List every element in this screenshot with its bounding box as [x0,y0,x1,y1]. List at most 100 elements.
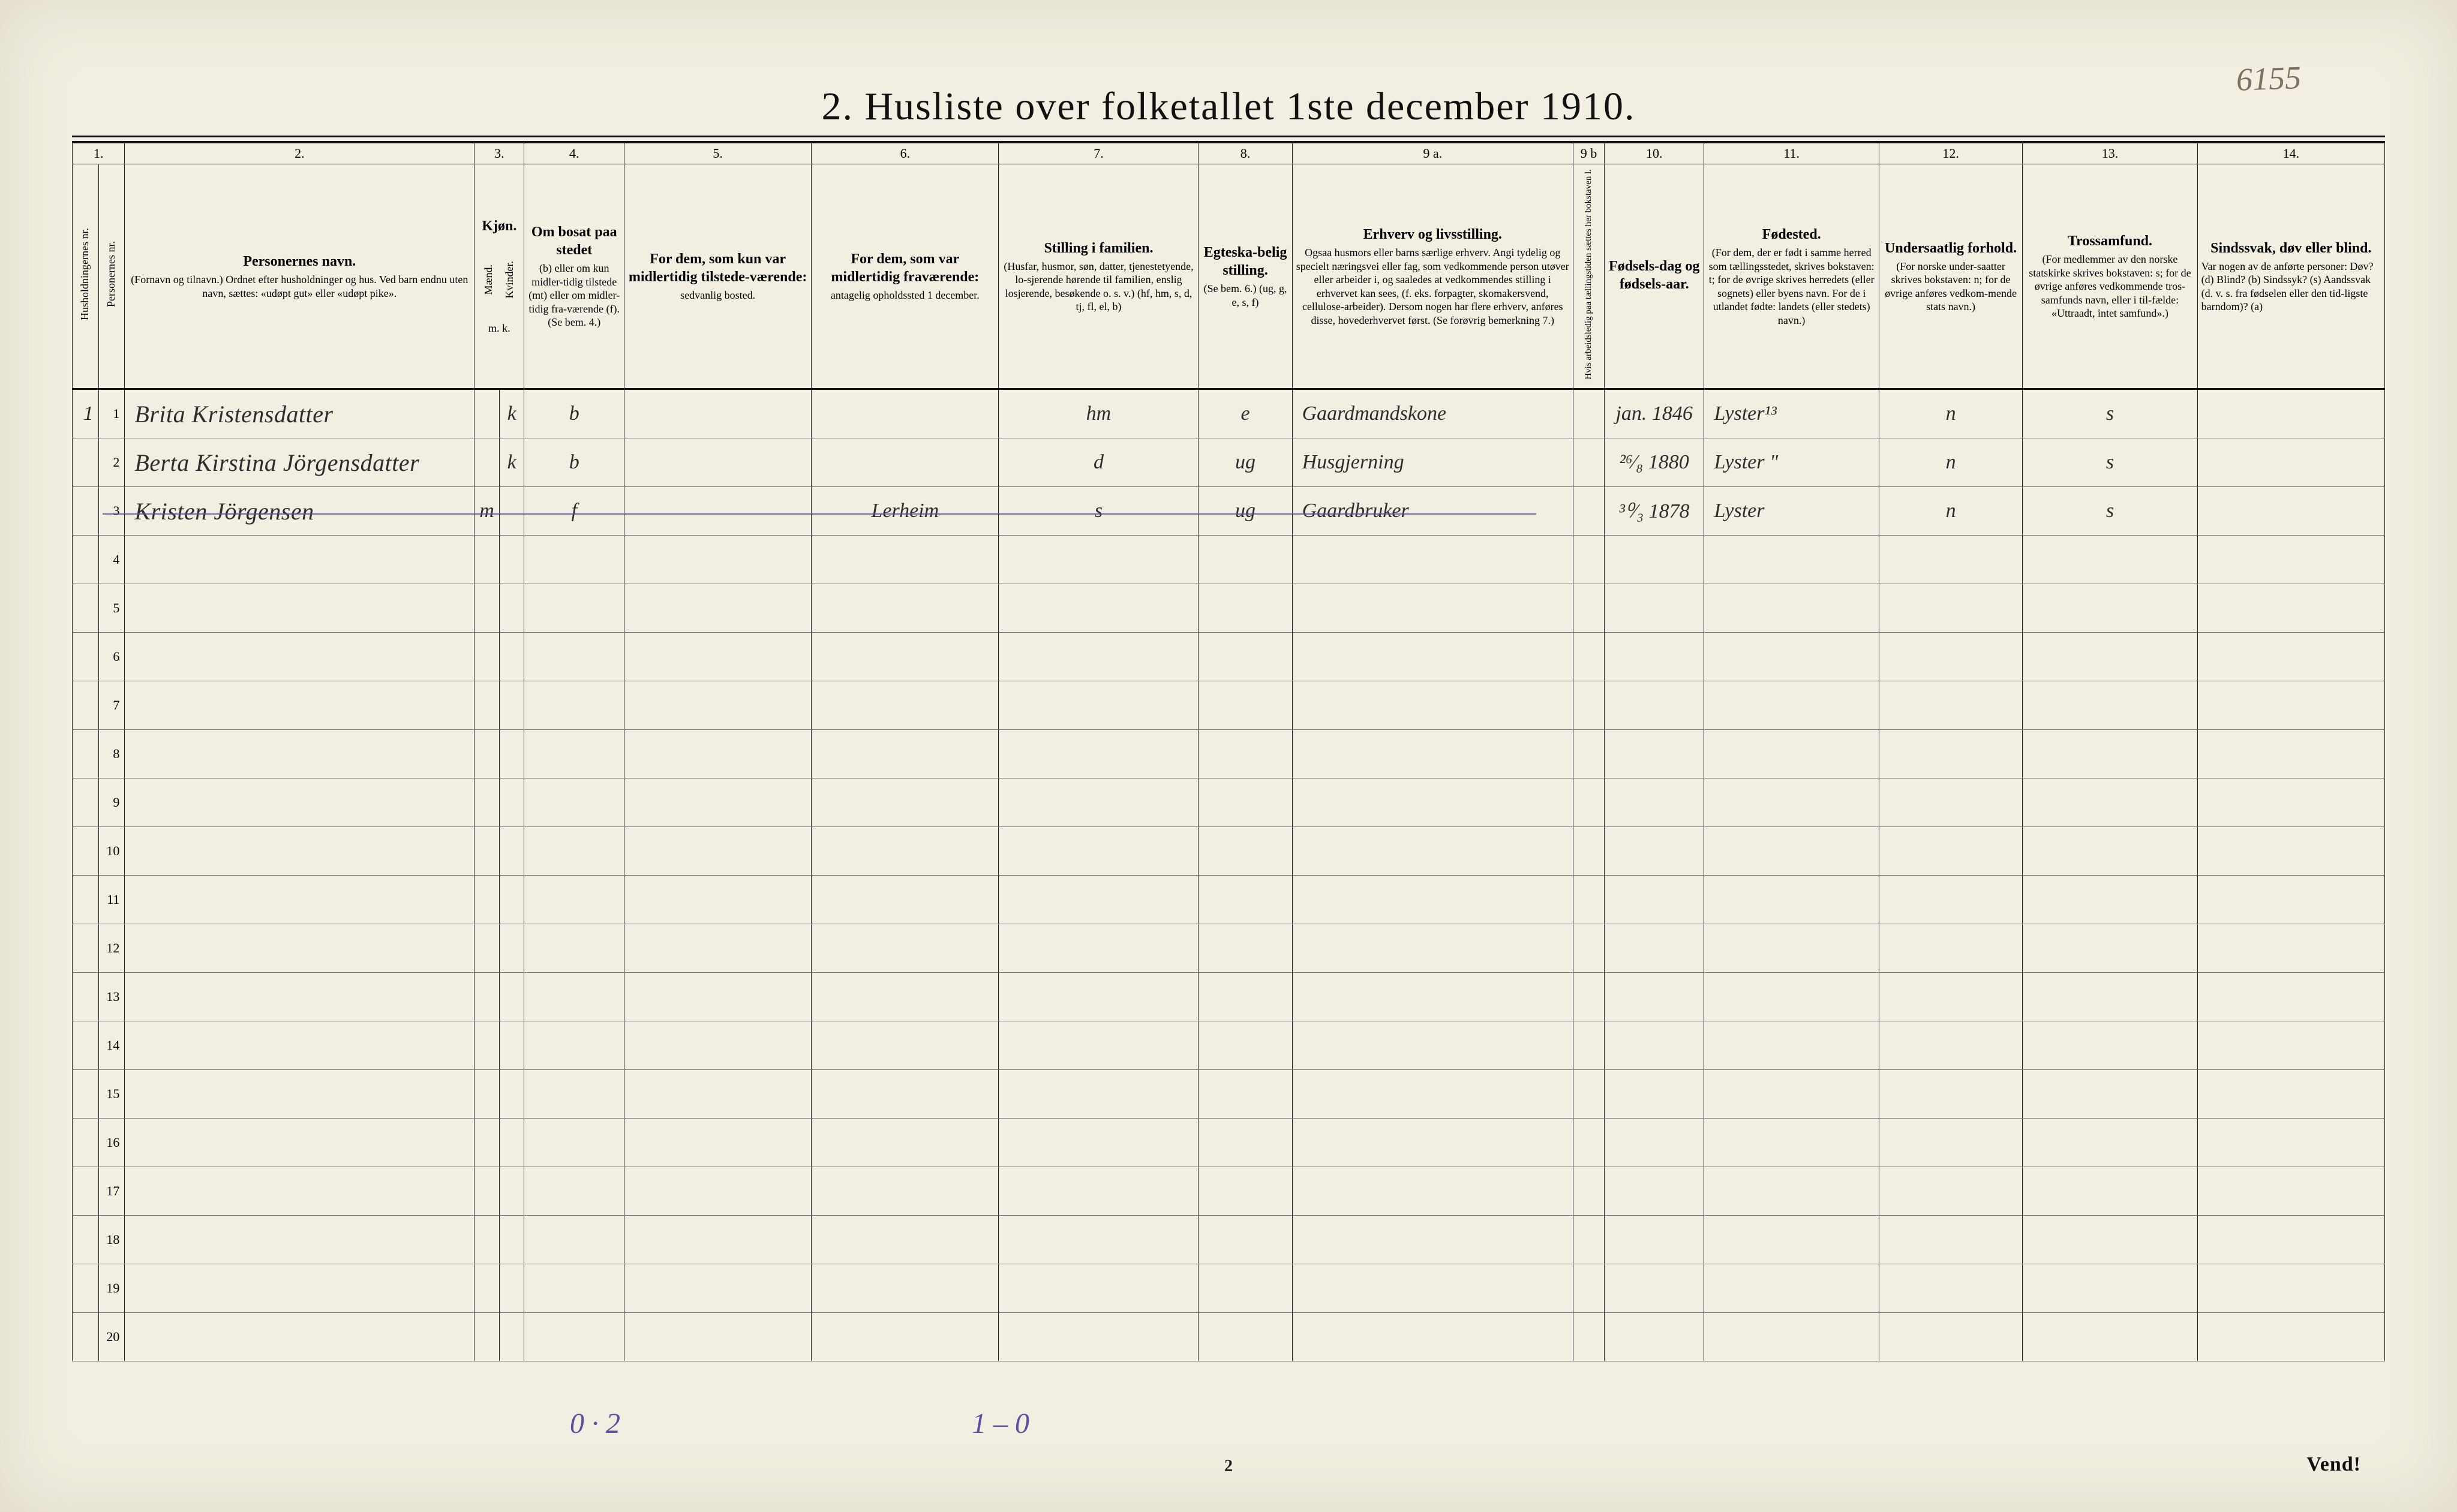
cell-blank [1879,584,2022,633]
hdr-8: Egteska-belig stilling. (Se bem. 6.) (ug… [1199,164,1292,389]
cell-blank [2197,778,2384,827]
cell-blank [624,778,812,827]
cell-blank [1879,1167,2022,1216]
cell-14 [2197,438,2384,487]
cell-blank [474,1070,500,1119]
cell-blank [499,827,524,876]
cell-blank [1199,1313,1292,1361]
cell-blank [1573,876,1604,924]
cell-blank [1704,633,1879,681]
cell-tros: s [2023,438,2197,487]
colnum-1: 1. [73,143,125,164]
cell-blank [1604,1264,1704,1313]
cell-pnr: 6 [98,633,125,681]
cell-blank [624,1313,812,1361]
cell-blank [2197,681,2384,730]
cell-blank [2023,876,2197,924]
table-row: 3Kristen JörgensenmfLerheimsugGaardbruke… [73,487,2385,536]
cell-blank [2197,1216,2384,1264]
cell-blank [1573,1313,1604,1361]
cell-blank [499,1021,524,1070]
cell-tros: s [2023,389,2197,438]
cell-blank [1604,730,1704,778]
cell-blank [1292,1167,1573,1216]
hdr-13: Trossamfund. (For medlemmer av den norsk… [2023,164,2197,389]
cell-blank [1604,1021,1704,1070]
cell-blank [2197,584,2384,633]
cell-blank [812,973,999,1021]
cell-pnr: 13 [98,973,125,1021]
cell-blank [1292,876,1573,924]
cell-blank [1879,876,2022,924]
cell-blank [1573,1070,1604,1119]
cell-stat: n [1879,438,2022,487]
cell-blank [1199,536,1292,584]
cell-blank [1199,973,1292,1021]
cell-blank [125,584,474,633]
cell-blank [1573,1264,1604,1313]
cell-blank [812,1313,999,1361]
cell-fdato: jan. 1846 [1604,389,1704,438]
cell-blank [1199,924,1292,973]
cell-blank [1292,778,1573,827]
cell-blank [2197,1167,2384,1216]
cell-blank [2023,1264,2197,1313]
cell-blank [624,633,812,681]
cell-blank [499,681,524,730]
cell-blank [999,973,1199,1021]
cell-blank [524,827,624,876]
cell-blank [1704,1264,1879,1313]
table-row: 6 [73,633,2385,681]
cell-blank [999,876,1199,924]
colnum-14: 14. [2197,143,2384,164]
cell-blank [1604,584,1704,633]
cell-blank [624,924,812,973]
colnum-3: 3. [474,143,524,164]
cell-hnr [73,876,99,924]
cell-pnr: 19 [98,1264,125,1313]
cell-blank [999,1070,1199,1119]
hdr-sex: Kjøn. Mænd. Kvinder. m. k. [474,164,524,389]
cell-blank [1199,584,1292,633]
cell-blank [624,1070,812,1119]
hdr-9b: Hvis arbeidsledig paa tællingstiden sætt… [1573,164,1604,389]
cell-blank [1292,1264,1573,1313]
cell-stat: n [1879,487,2022,536]
table-row: 9 [73,778,2385,827]
cell-blank [1879,681,2022,730]
cell-bosat: f [524,487,624,536]
cell-blank [1604,876,1704,924]
cell-hnr [73,924,99,973]
cell-blank [624,1264,812,1313]
cell-blank [999,730,1199,778]
cell-blank [1292,584,1573,633]
cell-blank [1292,1313,1573,1361]
cell-blank [1879,1264,2022,1313]
cell-blank [1604,536,1704,584]
hdr-person-nr: Personernes nr. [98,164,125,389]
cell-blank [499,1119,524,1167]
cell-blank [1604,681,1704,730]
cell-5 [624,438,812,487]
cell-blank [999,1167,1199,1216]
cell-blank [1604,827,1704,876]
cell-9b [1573,487,1604,536]
cell-blank [1292,1119,1573,1167]
cell-blank [1292,827,1573,876]
cell-blank [474,973,500,1021]
cell-blank [1879,633,2022,681]
cell-sex-k [499,487,524,536]
cell-blank [125,827,474,876]
table-row: 13 [73,973,2385,1021]
cell-blank [524,1021,624,1070]
cell-blank [1704,1313,1879,1361]
cell-bosat: b [524,438,624,487]
cell-blank [999,778,1199,827]
cell-blank [2197,876,2384,924]
cell-blank [524,730,624,778]
cell-blank [624,681,812,730]
cell-blank [1879,536,2022,584]
cell-blank [2197,1119,2384,1167]
tally-left: 0 · 2 [570,1407,620,1440]
table-row: 4 [73,536,2385,584]
